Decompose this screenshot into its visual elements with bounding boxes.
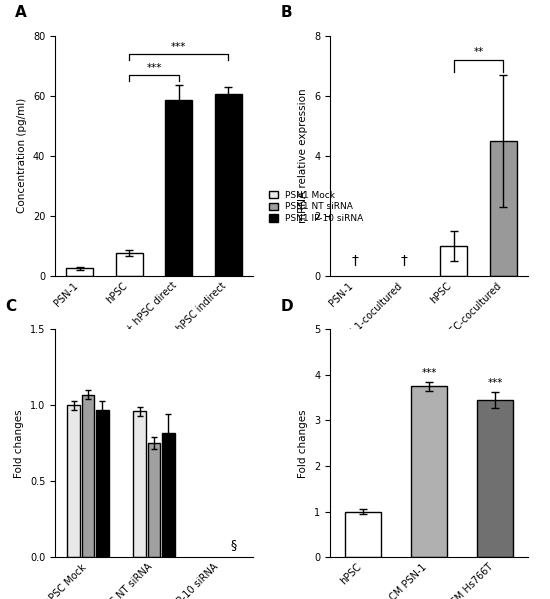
Text: ***: *** [421, 368, 437, 378]
Bar [165, 100, 192, 276]
Text: †: † [401, 254, 408, 268]
Text: ***: *** [146, 63, 162, 73]
Bar [214, 94, 242, 276]
Y-axis label: mRNA relative expression: mRNA relative expression [299, 89, 309, 223]
Bar [66, 268, 94, 276]
Bar [133, 412, 146, 557]
Bar [411, 386, 447, 557]
Text: C: C [6, 300, 16, 314]
Y-axis label: Fold changes: Fold changes [14, 409, 24, 477]
Text: B: B [280, 5, 292, 20]
Bar [490, 141, 517, 276]
Bar [345, 512, 381, 557]
Y-axis label: Fold changes: Fold changes [299, 409, 309, 477]
Legend: PSN1 Mock, PSN1 NT siRNA, PSN1 IP-10 siRNA: PSN1 Mock, PSN1 NT siRNA, PSN1 IP-10 siR… [268, 190, 363, 223]
Bar [116, 253, 143, 276]
Text: D: D [280, 300, 293, 314]
Text: §: § [230, 538, 236, 551]
Text: ***: *** [171, 43, 186, 52]
Bar [96, 410, 109, 557]
Text: **: ** [474, 47, 483, 57]
Bar [440, 246, 467, 276]
Bar [162, 432, 175, 557]
Text: †: † [351, 254, 358, 268]
Text: A: A [15, 5, 27, 20]
Bar [147, 443, 161, 557]
Text: ***: *** [487, 378, 503, 388]
Bar [67, 406, 80, 557]
Y-axis label: Concentration (pg/ml): Concentration (pg/ml) [18, 98, 28, 213]
Bar [81, 395, 95, 557]
Bar [477, 400, 513, 557]
